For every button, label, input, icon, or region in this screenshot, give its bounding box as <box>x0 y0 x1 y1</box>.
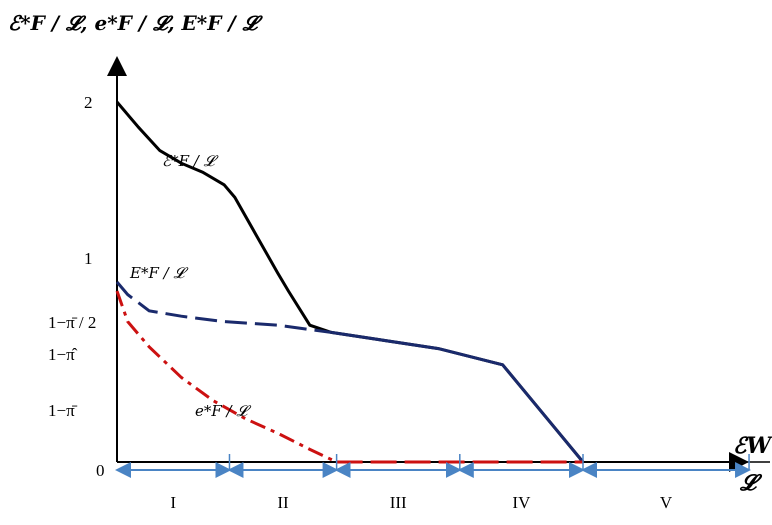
series-line-EF-dashed <box>115 281 332 334</box>
y-tick-label: 1−π̄ <box>48 401 78 420</box>
series-label: E*F / 𝓛 <box>129 264 188 282</box>
series-line-eF <box>115 290 338 464</box>
series-label: ℰ*F / 𝓛 <box>162 152 219 170</box>
region-label: II <box>277 493 289 512</box>
region-label: V <box>660 493 673 512</box>
y-axis-label: ℰ*F / 𝓛, e*F / 𝓛, E*F / 𝓛 <box>8 11 264 35</box>
regions-group: I II III IV V <box>115 454 752 512</box>
series-line-EF-solid <box>331 330 585 463</box>
y-tick-label: 0 <box>96 461 105 480</box>
y-tick-label: 1−π̂ <box>48 345 78 364</box>
series-label: e*F / 𝓛 <box>195 402 251 420</box>
y-tick-labels: 2 1 1−π̄ / 2 1−π̂ 1−π̄ 0 <box>48 93 105 480</box>
region-label: IV <box>512 493 531 512</box>
y-tick-label: 1 <box>84 249 93 268</box>
curve-labels: ℰ*F / 𝓛 E*F / 𝓛 e*F / 𝓛 <box>129 152 251 420</box>
y-tick-label: 1−π̄ / 2 <box>48 313 96 332</box>
x-axis-label-denominator: 𝓛 <box>739 470 763 496</box>
region-label: III <box>390 493 407 512</box>
region-label: I <box>170 493 176 512</box>
y-tick-label: 2 <box>84 93 93 112</box>
x-axis-label-numerator: ℰW <box>733 433 772 459</box>
